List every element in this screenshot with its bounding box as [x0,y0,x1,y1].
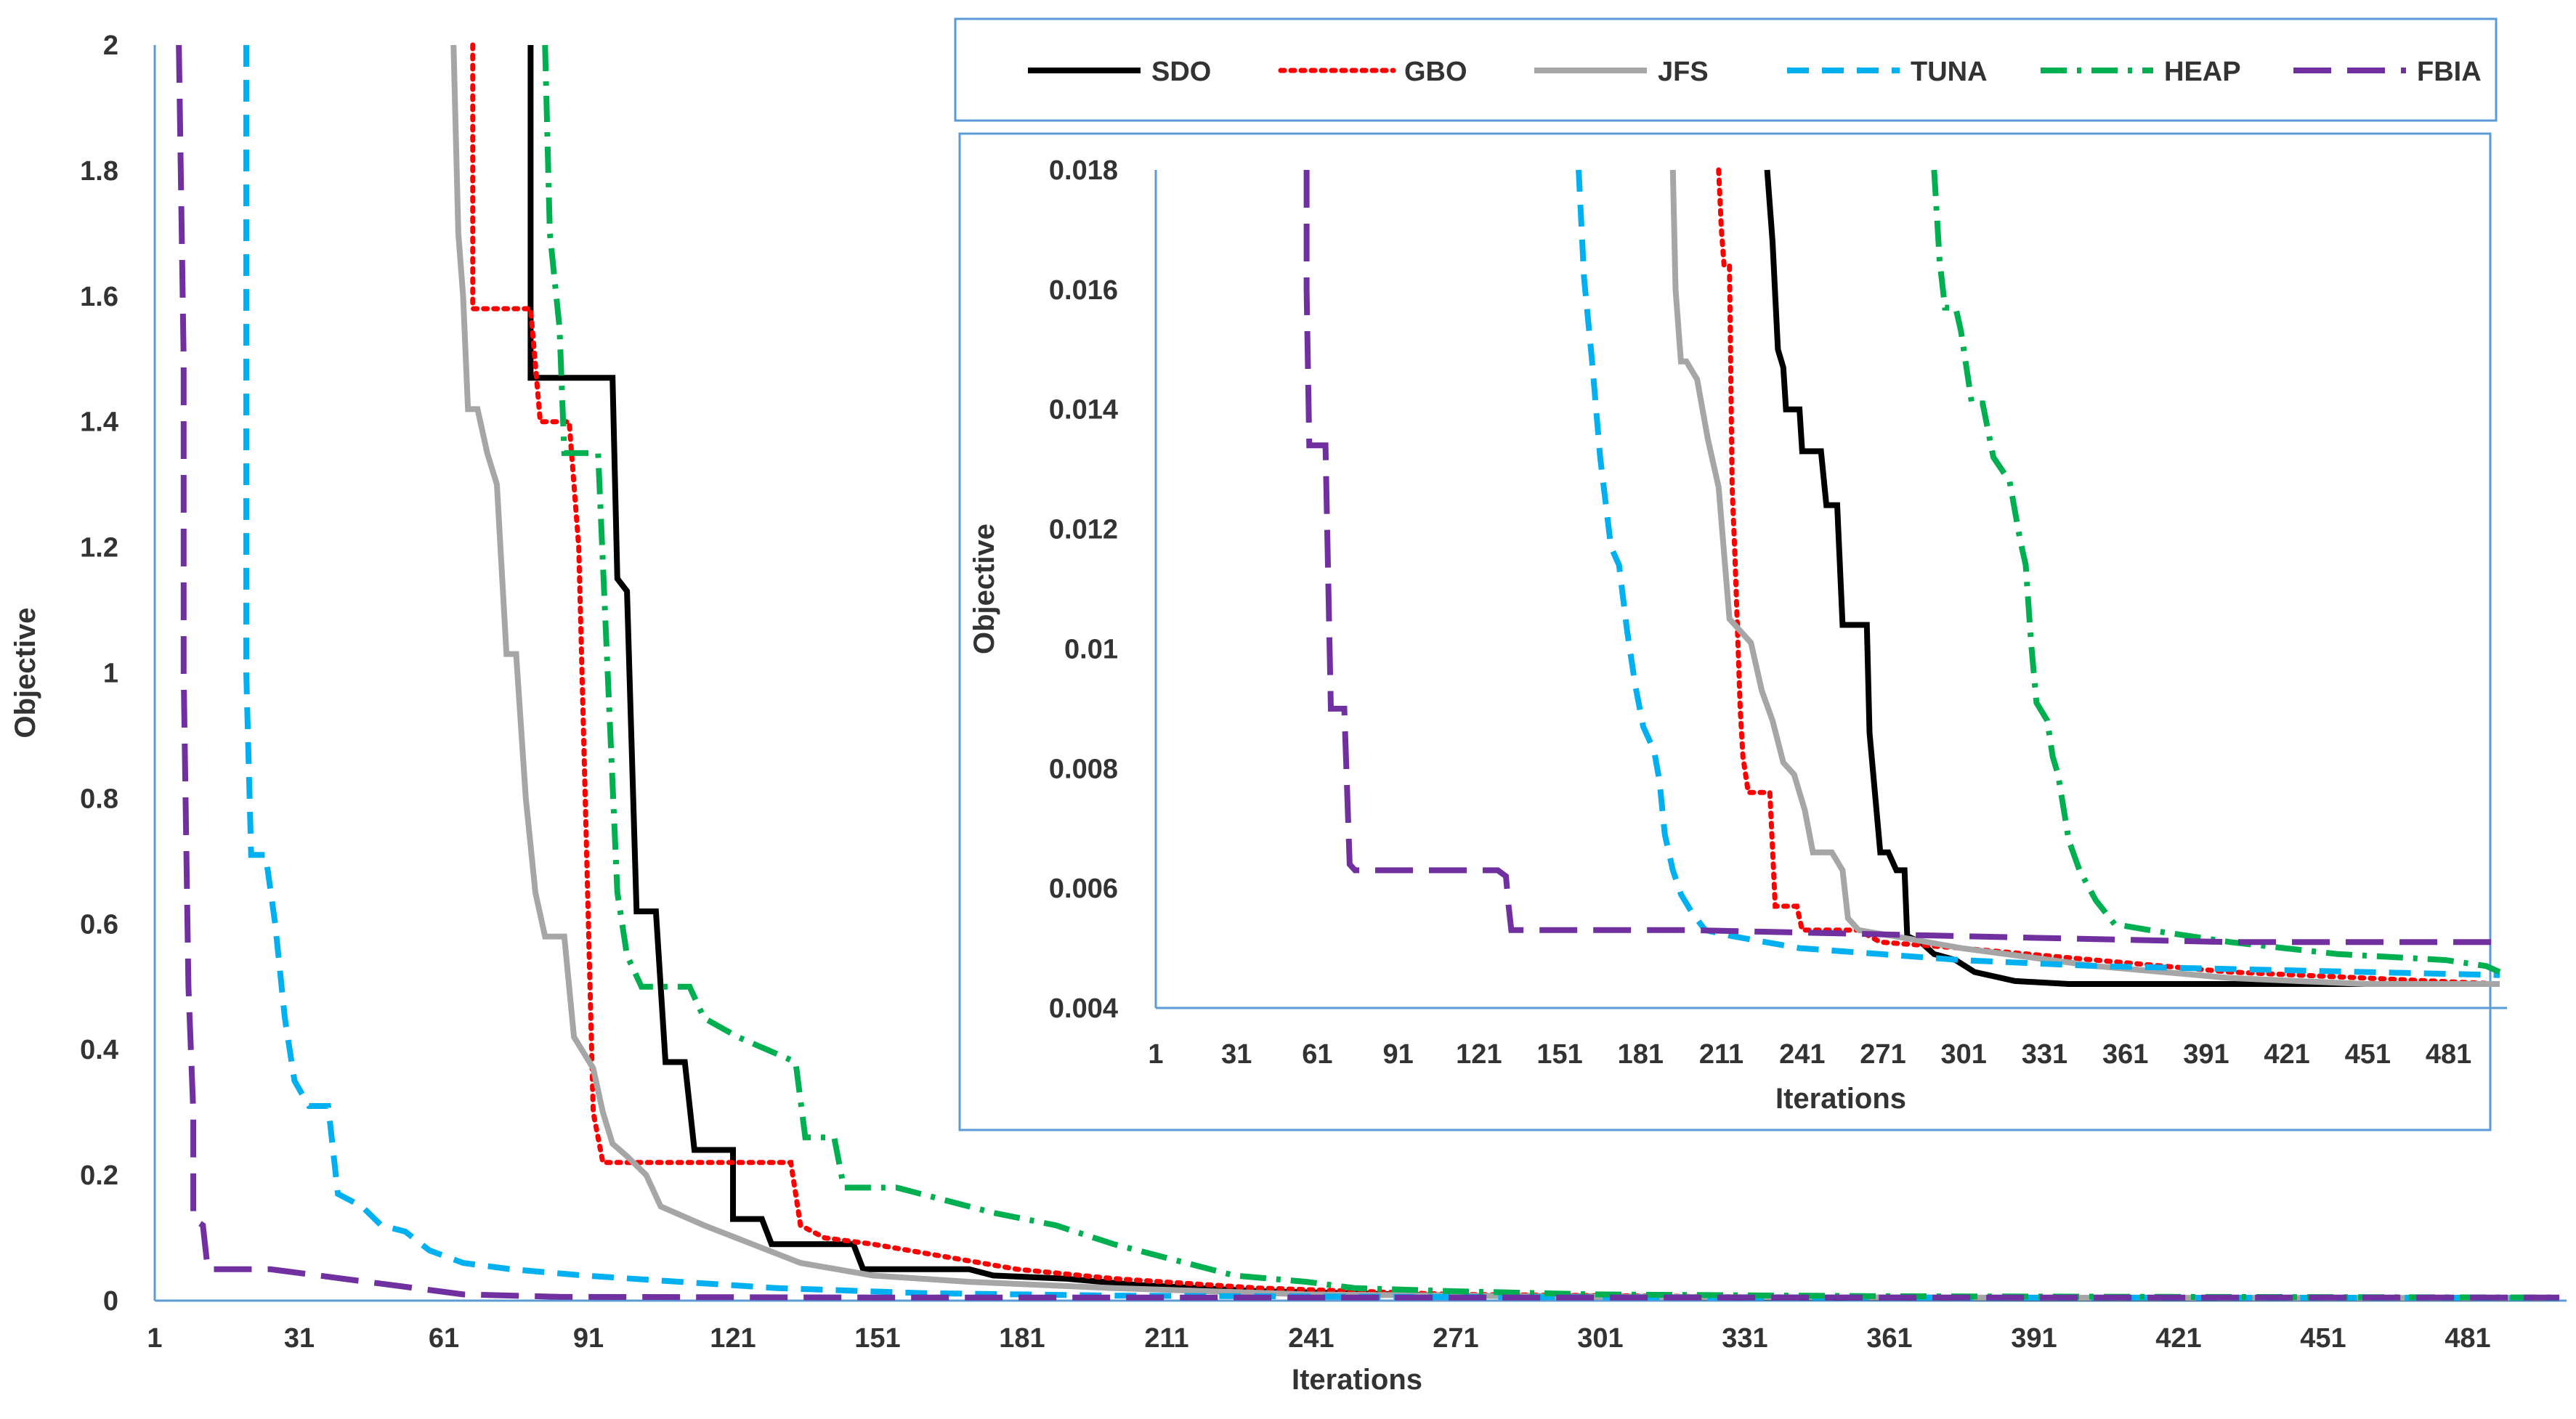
main-x-tick-label: 271 [1433,1323,1478,1354]
main-series-heap [542,44,2560,1301]
main-x-tick-label: 181 [999,1323,1045,1354]
main-x-tick-label: 391 [2011,1323,2057,1354]
inset-x-tick-label: 241 [1779,1039,1825,1070]
inset-x-tick-label: 121 [1456,1039,1502,1070]
inset-x-tick-label: 301 [1941,1039,1987,1070]
main-y-tick-label: 0.6 [80,909,118,940]
inset-x-tick-label: 31 [1221,1039,1252,1070]
inset-x-tick-label: 151 [1536,1039,1582,1070]
main-plot: 0 0.2 0.4 0.6 0.8 1 1.2 1.4 1.6 1.8 2 1 31 61 91 121 151… [9,31,2567,1396]
inset-y-tick-label: 0.012 [1049,515,1118,545]
main-y-tick-label: 0 [103,1286,118,1317]
inset-x-tick-label: 211 [1699,1039,1743,1070]
main-x-tick-label: 331 [1722,1323,1767,1354]
inset-x-tick-label: 1 [1148,1039,1163,1070]
inset-series-fbia [1303,170,2500,946]
main-x-tick-label: 1 [147,1323,162,1354]
inset-x-tick-label: 181 [1618,1039,1664,1070]
main-y-tick-label: 1.2 [80,533,118,564]
main-x-tick-label: 421 [2155,1323,2201,1354]
main-y-axis-title: Objective [9,607,41,738]
main-y-tick-label: 0.8 [80,784,118,814]
main-x-tick-label: 451 [2300,1323,2346,1354]
inset-y-tick-label: 0.006 [1049,874,1118,904]
inset-x-tick-label: 361 [2102,1039,2148,1070]
legend-label-gbo: GBO [1404,57,1467,87]
inset-x-tick-label: 481 [2426,1039,2471,1070]
main-x-tick-label: 301 [1577,1323,1623,1354]
main-y-tick-label: 1.8 [80,156,118,187]
inset-x-tick-label: 271 [1860,1039,1905,1070]
legend-label-tuna: TUNA [1911,57,1988,87]
inset-x-tick-label: 391 [2183,1039,2229,1070]
main-y-tick-label: 2 [103,31,118,61]
inset-y-tick-label: 0.018 [1049,155,1118,186]
main-x-tick-label: 31 [284,1323,315,1354]
main-series-jfs [450,44,2560,1301]
inset-y-tick-label: 0.008 [1049,754,1118,784]
legend-label-sdo: SDO [1151,57,1211,87]
main-y-tick-label: 0.2 [80,1160,118,1191]
inset-series-gbo [1716,167,2503,987]
inset-x-tick-label: 61 [1302,1039,1332,1070]
main-y-tick-label: 1 [103,659,118,689]
main-series-group [176,42,2562,1301]
main-x-tick-label: 151 [854,1323,900,1354]
inset-y-tick-label: 0.014 [1049,395,1118,426]
main-x-tick-label: 91 [573,1323,604,1354]
inset-y-tick-label: 0.004 [1049,993,1118,1024]
legend-box [954,17,2498,122]
main-x-tick-label: 481 [2445,1323,2490,1354]
main-y-tick-label: 0.4 [80,1035,118,1065]
inset-x-tick-label: 91 [1383,1039,1414,1070]
inset-frame [958,132,2492,1131]
main-series-fbia [176,44,2559,1301]
main-x-tick-label: 211 [1144,1323,1188,1354]
inset-y-axis-title: Objective [968,524,1000,654]
inset-x-axis-title: Iterations [1775,1083,1906,1115]
inset-series-group [1303,167,2503,987]
main-y-tick-label: 1.4 [80,407,118,438]
legend-label-jfs: JFS [1658,57,1709,87]
inset-series-heap [1931,169,2501,975]
main-x-axis-title: Iterations [1292,1364,1422,1396]
inset-series-jfs [1669,169,2500,987]
legend-label-heap: HEAP [2164,57,2241,87]
inset-series-sdo [1764,169,2500,987]
inset-plot: 0.004 0.006 0.008 0.01 0.012 0.014 0.016 0.018 1… [958,132,2507,1131]
inset-y-tick-label: 0.01 [1064,634,1118,664]
legend-label-fbia: FBIA [2417,57,2482,87]
inset-x-tick-label: 451 [2345,1039,2391,1070]
inset-x-tick-label: 421 [2264,1039,2309,1070]
inset-y-tick-label: 0.016 [1049,275,1118,306]
main-x-tick-label: 121 [710,1323,756,1354]
main-y-tick-label: 1.6 [80,282,118,312]
main-x-tick-label: 241 [1288,1323,1334,1354]
main-series-gbo [470,42,2562,1301]
main-x-tick-label: 361 [1866,1323,1912,1354]
inset-series-tuna [1576,169,2500,978]
legend: SDO GBO JFS TUNA HEAP FBIA [954,17,2498,122]
main-x-tick-label: 61 [429,1323,459,1354]
inset-x-tick-label: 331 [2022,1039,2067,1070]
